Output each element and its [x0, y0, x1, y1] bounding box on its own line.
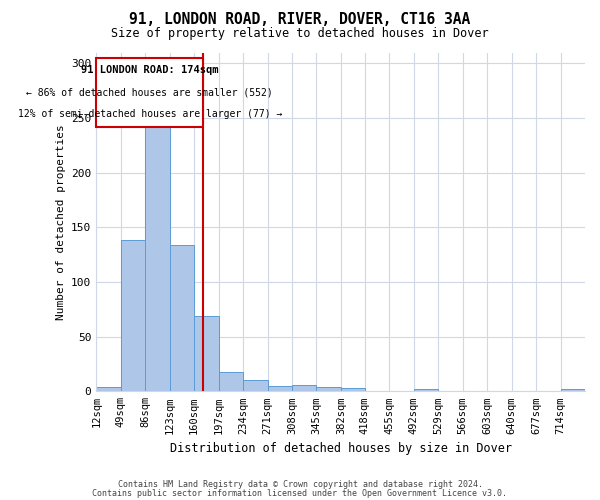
Text: Contains HM Land Registry data © Crown copyright and database right 2024.: Contains HM Land Registry data © Crown c…: [118, 480, 482, 489]
Bar: [170, 245, 194, 392]
Bar: [96, 58, 203, 127]
Bar: [341, 388, 365, 392]
Bar: [292, 384, 316, 392]
Text: 91 LONDON ROAD: 174sqm: 91 LONDON ROAD: 174sqm: [81, 66, 218, 76]
Text: Contains public sector information licensed under the Open Government Licence v3: Contains public sector information licen…: [92, 488, 508, 498]
Text: 12% of semi-detached houses are larger (77) →: 12% of semi-detached houses are larger (…: [17, 110, 282, 120]
Bar: [218, 372, 243, 392]
Bar: [560, 389, 585, 392]
Bar: [413, 389, 438, 392]
Text: Size of property relative to detached houses in Dover: Size of property relative to detached ho…: [111, 28, 489, 40]
X-axis label: Distribution of detached houses by size in Dover: Distribution of detached houses by size …: [170, 442, 512, 455]
Bar: [145, 118, 170, 392]
Bar: [268, 386, 292, 392]
Bar: [121, 240, 145, 392]
Text: 91, LONDON ROAD, RIVER, DOVER, CT16 3AA: 91, LONDON ROAD, RIVER, DOVER, CT16 3AA: [130, 12, 470, 28]
Bar: [316, 387, 341, 392]
Text: ← 86% of detached houses are smaller (552): ← 86% of detached houses are smaller (55…: [26, 88, 273, 98]
Bar: [194, 316, 218, 392]
Bar: [96, 387, 121, 392]
Bar: [243, 380, 268, 392]
Y-axis label: Number of detached properties: Number of detached properties: [56, 124, 65, 320]
